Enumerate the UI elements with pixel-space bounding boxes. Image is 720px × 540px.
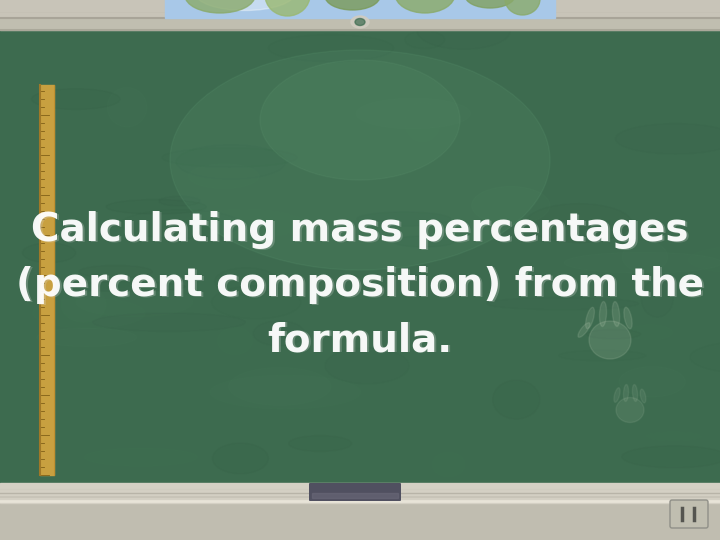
Ellipse shape [260, 60, 460, 180]
FancyBboxPatch shape [309, 483, 401, 501]
Ellipse shape [106, 200, 207, 214]
Ellipse shape [212, 443, 269, 474]
Bar [0, 503, 720, 540]
Ellipse shape [170, 50, 550, 270]
Ellipse shape [578, 323, 590, 338]
Ellipse shape [632, 384, 638, 401]
Ellipse shape [564, 252, 720, 273]
Ellipse shape [61, 287, 106, 322]
Text: (percent composition) from the: (percent composition) from the [18, 267, 706, 305]
Ellipse shape [356, 98, 471, 129]
Text: Calculating mass percentages: Calculating mass percentages [31, 211, 689, 249]
Bar [0, 18, 720, 30]
Ellipse shape [624, 384, 629, 401]
Bar [312, 493, 398, 498]
Text: formula.: formula. [267, 321, 453, 359]
Ellipse shape [622, 241, 667, 272]
Ellipse shape [526, 204, 632, 242]
Ellipse shape [22, 243, 76, 262]
Bar [0, 30, 720, 485]
Ellipse shape [600, 301, 606, 327]
Ellipse shape [393, 236, 454, 247]
Text: formula.: formula. [269, 322, 454, 360]
Ellipse shape [229, 367, 331, 406]
Ellipse shape [612, 301, 620, 327]
Ellipse shape [472, 186, 550, 225]
Ellipse shape [66, 282, 185, 292]
Ellipse shape [32, 89, 120, 110]
Ellipse shape [355, 18, 365, 25]
Bar [40, 85, 54, 475]
Ellipse shape [585, 307, 595, 329]
Ellipse shape [624, 307, 632, 329]
Ellipse shape [289, 436, 351, 451]
Ellipse shape [107, 87, 147, 127]
Bar [0, 483, 720, 503]
Ellipse shape [465, 0, 515, 8]
Ellipse shape [185, 0, 255, 13]
Bar [165, 0, 555, 18]
Ellipse shape [589, 321, 631, 359]
Ellipse shape [351, 16, 369, 28]
Ellipse shape [619, 367, 685, 397]
Ellipse shape [492, 380, 540, 419]
Ellipse shape [616, 397, 644, 422]
Ellipse shape [325, 0, 380, 10]
Ellipse shape [195, 0, 295, 10]
FancyBboxPatch shape [670, 500, 708, 528]
Ellipse shape [640, 389, 646, 403]
Ellipse shape [622, 446, 720, 468]
Ellipse shape [37, 328, 137, 347]
Text: Calculating mass percentages: Calculating mass percentages [33, 212, 690, 250]
Ellipse shape [614, 388, 620, 402]
Ellipse shape [505, 0, 540, 15]
Ellipse shape [79, 265, 153, 278]
Text: (percent composition) from the: (percent composition) from the [16, 266, 704, 304]
Ellipse shape [210, 375, 361, 409]
Ellipse shape [265, 0, 310, 16]
Ellipse shape [395, 0, 455, 13]
Ellipse shape [357, 212, 451, 226]
